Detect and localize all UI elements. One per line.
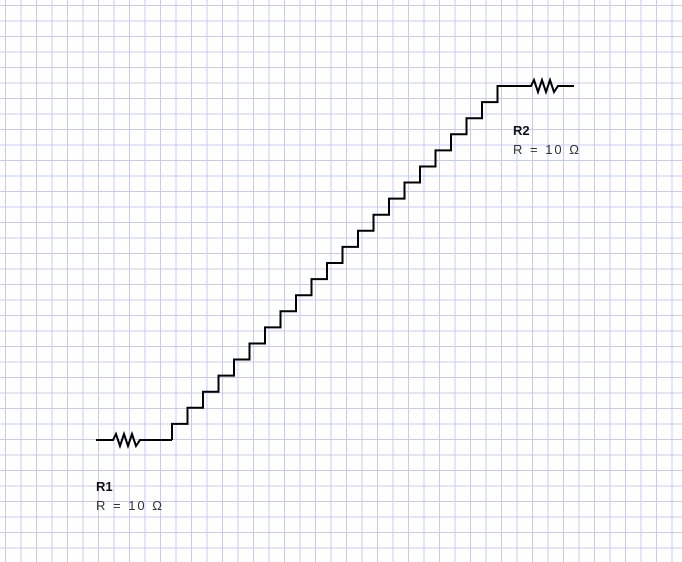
r1-label: R1 R = 10 Ω	[96, 480, 164, 512]
r2-name: R2	[513, 123, 530, 138]
stair-wire[interactable]	[171, 85, 513, 440]
resistor-r1[interactable]	[96, 430, 172, 450]
resistor-r2[interactable]	[513, 76, 574, 96]
r2-label: R2 R = 10 Ω	[513, 124, 581, 156]
r2-value: R = 10 Ω	[513, 142, 581, 157]
r1-value: R = 10 Ω	[96, 498, 164, 513]
r1-name: R1	[96, 479, 113, 494]
